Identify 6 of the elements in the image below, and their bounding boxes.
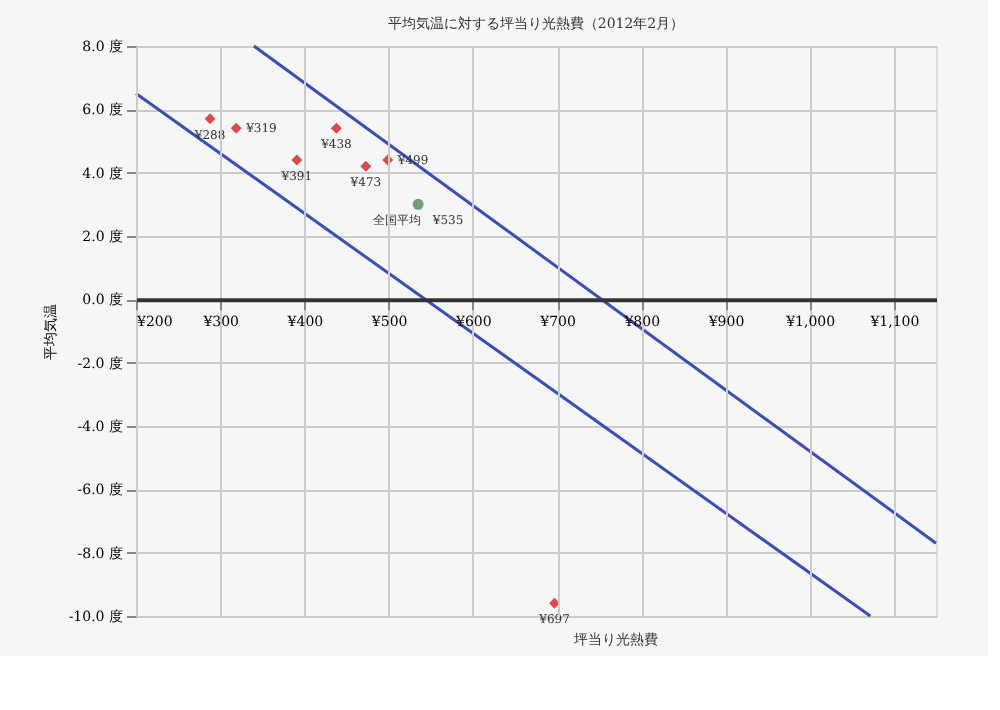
point — [412, 198, 424, 210]
point — [291, 154, 303, 166]
point — [360, 160, 372, 172]
point — [330, 122, 342, 134]
point — [230, 122, 242, 134]
point — [204, 113, 216, 125]
